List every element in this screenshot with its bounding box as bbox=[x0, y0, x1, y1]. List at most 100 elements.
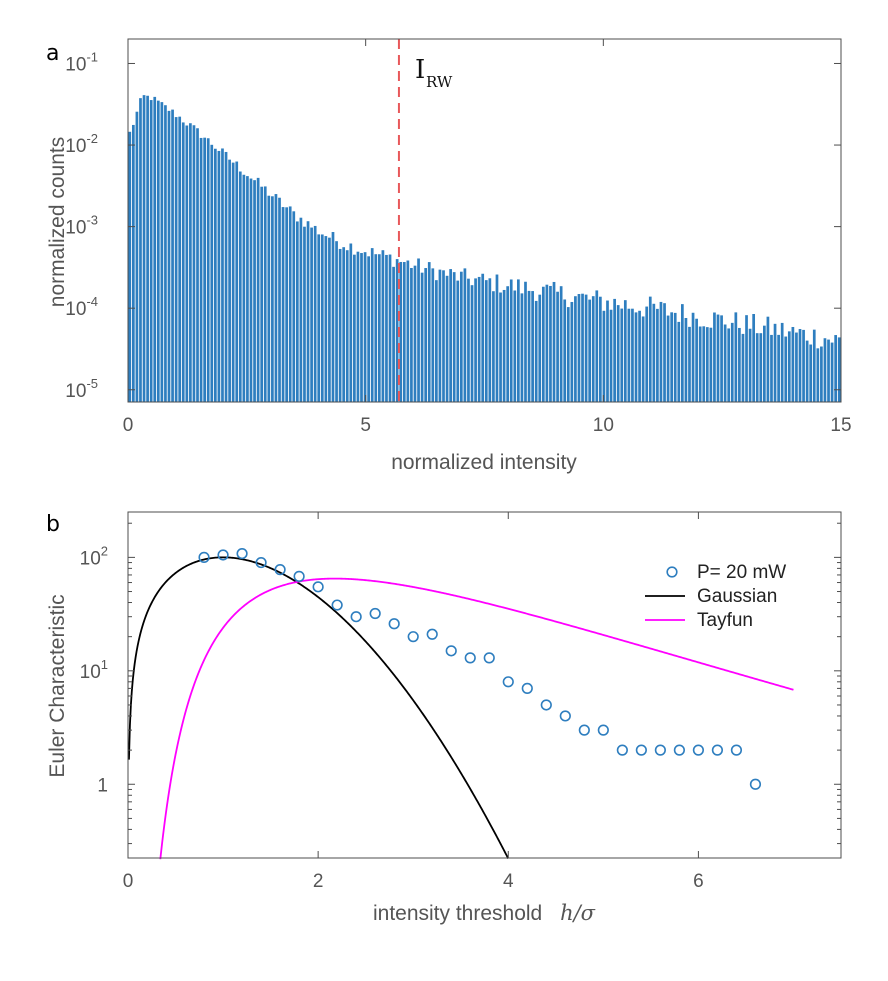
histogram-bar bbox=[131, 124, 135, 402]
histogram-bar bbox=[688, 326, 691, 402]
data-point bbox=[616, 744, 628, 756]
panel-a-chart: I RW 0 5 10 15 10-5 10-4 10-3 10-2 10-1 normali… bbox=[46, 38, 852, 474]
histogram-bar bbox=[506, 286, 510, 402]
data-point bbox=[350, 611, 362, 623]
model-curves bbox=[128, 556, 794, 860]
histogram-bar bbox=[784, 336, 788, 402]
histogram-bar bbox=[677, 321, 681, 402]
threshold-label-subscript: RW bbox=[426, 73, 453, 91]
histogram-bar bbox=[260, 186, 264, 402]
histogram-bar bbox=[730, 322, 734, 402]
histogram-bar bbox=[713, 312, 716, 402]
histogram-bar bbox=[285, 207, 288, 402]
data-point bbox=[426, 628, 438, 640]
panel-a-axes-frame bbox=[127, 38, 842, 403]
histogram-bar bbox=[310, 227, 313, 402]
histogram-bar bbox=[574, 296, 577, 402]
histogram-bar bbox=[203, 137, 206, 402]
data-point bbox=[236, 547, 248, 560]
histogram-bar bbox=[656, 308, 659, 402]
histogram-bar bbox=[299, 217, 303, 402]
histogram-bar bbox=[320, 234, 324, 402]
histogram-bar bbox=[648, 296, 652, 402]
histogram-bar bbox=[470, 285, 474, 402]
histogram-bar bbox=[609, 309, 613, 402]
panel-b-label: b bbox=[46, 512, 60, 537]
histogram-bar bbox=[164, 105, 167, 403]
histogram-bar bbox=[595, 290, 599, 402]
histogram-bar bbox=[306, 221, 310, 402]
histogram-bar bbox=[492, 291, 495, 402]
histogram-bar bbox=[167, 110, 171, 403]
histogram-bar bbox=[566, 307, 570, 402]
histogram-bar bbox=[705, 327, 709, 402]
histogram-bar bbox=[584, 294, 588, 402]
histogram-bar bbox=[770, 334, 773, 402]
data-point bbox=[483, 652, 495, 664]
y-tick-exponent: 1 bbox=[101, 657, 108, 672]
y-tick-exponent: -4 bbox=[86, 294, 98, 309]
histogram-bar bbox=[527, 290, 531, 402]
panel-b-y-axis-label: Euler Characteristic bbox=[46, 594, 69, 777]
histogram-bar bbox=[830, 342, 834, 402]
legend: P= 20 mW Gaussian Tayfun bbox=[645, 562, 786, 631]
histogram-bar bbox=[367, 256, 370, 402]
histogram-bar bbox=[791, 326, 795, 402]
histogram-bar bbox=[427, 262, 431, 402]
histogram-bar bbox=[256, 177, 260, 402]
data-point bbox=[673, 744, 685, 756]
histogram-bar bbox=[663, 303, 666, 402]
data-point bbox=[711, 744, 724, 756]
histogram-bar bbox=[787, 331, 791, 402]
histogram-bar bbox=[338, 248, 342, 402]
y-tick-exponent: -3 bbox=[86, 213, 98, 228]
panel-b-x-ticks: 0 2 4 6 bbox=[123, 512, 704, 892]
histogram-bar bbox=[538, 294, 542, 402]
histogram-bar bbox=[488, 278, 492, 402]
histogram-bar bbox=[445, 275, 449, 402]
histogram-bar bbox=[638, 310, 641, 402]
histogram-bar bbox=[189, 123, 192, 402]
data-point bbox=[388, 618, 400, 630]
histogram-bar bbox=[342, 247, 346, 402]
histogram-bar bbox=[766, 316, 770, 402]
histogram-bar bbox=[278, 197, 281, 402]
histogram-bar bbox=[570, 301, 574, 402]
histogram-bar bbox=[385, 254, 388, 402]
histogram-bar bbox=[149, 100, 153, 403]
histogram-bar bbox=[531, 291, 534, 402]
histogram-bar bbox=[684, 318, 688, 402]
y-tick-label: 102 bbox=[80, 543, 108, 569]
histogram-bar bbox=[274, 194, 278, 402]
histogram-bar bbox=[631, 308, 634, 402]
histogram-bar bbox=[160, 102, 164, 403]
histogram-bar bbox=[588, 299, 592, 402]
legend-label: Gaussian bbox=[697, 586, 777, 607]
histogram-bar bbox=[156, 100, 160, 402]
histogram-bar bbox=[748, 328, 752, 402]
panel-a-x-ticks: 0 5 10 15 bbox=[123, 39, 852, 436]
histogram-bar bbox=[702, 326, 706, 402]
data-point bbox=[597, 724, 609, 736]
panel-a-label: a bbox=[46, 41, 59, 66]
data-point bbox=[502, 676, 514, 688]
data-point bbox=[540, 699, 552, 711]
histogram-bar bbox=[288, 206, 292, 402]
histogram-bar bbox=[377, 254, 381, 402]
histogram-bar bbox=[474, 278, 477, 402]
histogram-bar bbox=[324, 236, 328, 402]
histogram-bar bbox=[431, 268, 435, 402]
histogram-bar bbox=[577, 294, 581, 402]
histogram-bar bbox=[253, 180, 256, 402]
histogram-bar bbox=[823, 338, 827, 402]
histogram-bar bbox=[627, 308, 631, 402]
panel-b-axes-frame bbox=[127, 511, 842, 859]
histogram-bar bbox=[513, 290, 517, 402]
x-tick-label: 5 bbox=[360, 415, 371, 436]
histogram-bar bbox=[410, 267, 413, 402]
histogram-bar bbox=[541, 286, 545, 402]
histogram-bar bbox=[349, 243, 353, 402]
histogram-bar bbox=[406, 260, 410, 402]
histogram-bar bbox=[231, 162, 235, 402]
